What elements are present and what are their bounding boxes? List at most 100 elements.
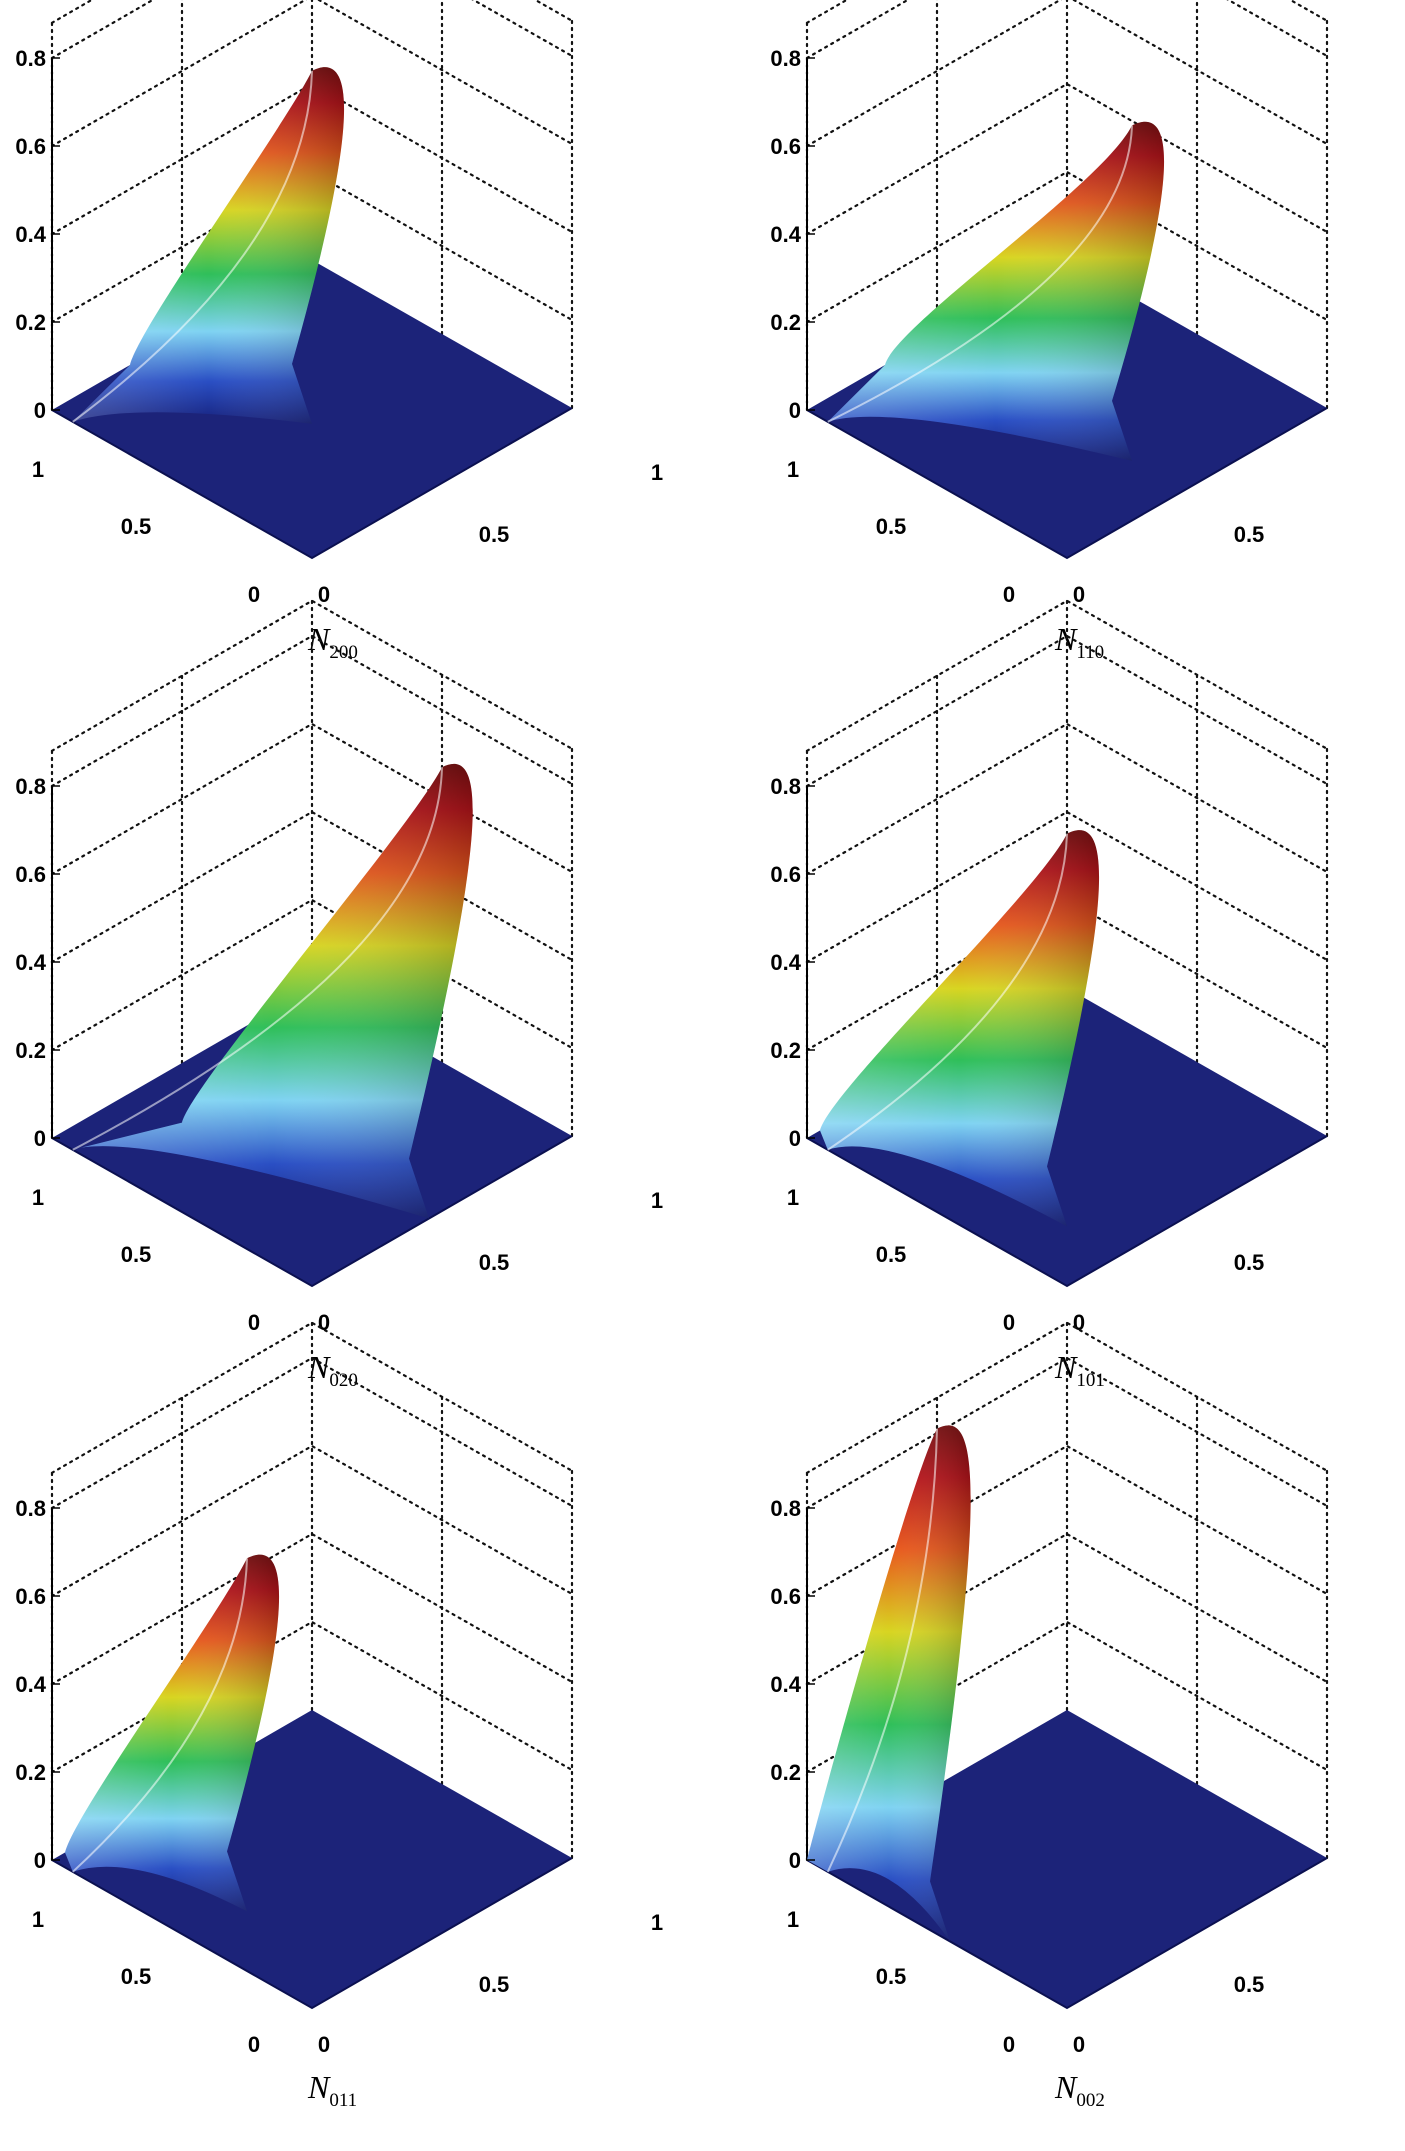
- floor-edge: [806, 1135, 1328, 1288]
- z-tick-4: 0.8: [15, 46, 46, 71]
- floor-edge: [806, 1857, 1328, 2010]
- x-tick-0: 0: [318, 1310, 330, 1335]
- y-tick-0: 0: [1003, 582, 1015, 607]
- y-tick-2: 1: [787, 1185, 799, 1210]
- caption-110: N110: [1054, 621, 1104, 663]
- y-tick-2: 1: [32, 1907, 44, 1932]
- z-tick-labels: 0 0.2 0.4 0.6 0.8: [15, 774, 60, 1151]
- z-tick-2: 0.4: [15, 950, 46, 975]
- x-tick-1: 0.5: [1234, 1250, 1265, 1275]
- x-tick-2: 1: [651, 460, 663, 485]
- z-tick-3: 0.6: [15, 1584, 46, 1609]
- x-tick-labels: 00.51: [1073, 1250, 1265, 1335]
- x-tick-0: 0: [1073, 2032, 1085, 2057]
- z-tick-3: 0.6: [15, 134, 46, 159]
- floor-edge: [51, 1135, 573, 1288]
- z-tick-2: 0.4: [15, 222, 46, 247]
- floor-edge: [51, 1857, 573, 2010]
- y-tick-2: 1: [787, 457, 799, 482]
- surface-002: [807, 1425, 971, 1942]
- z-tick-0: 0: [34, 1848, 46, 1873]
- y-tick-1: 0.5: [121, 514, 152, 539]
- z-tick-0: 0: [789, 1126, 801, 1151]
- z-tick-0: 0: [34, 398, 46, 423]
- y-tick-labels: 00.51: [32, 1907, 260, 2057]
- y-tick-2: 1: [32, 457, 44, 482]
- caption-101: N101: [1054, 1349, 1105, 1391]
- y-tick-0: 0: [248, 1310, 260, 1335]
- y-tick-labels: 00.51: [787, 1185, 1015, 1335]
- y-tick-labels: 00.51: [787, 457, 1015, 607]
- y-tick-labels: 00.51: [32, 457, 260, 607]
- z-tick-4: 0.8: [770, 46, 801, 71]
- floor-edge: [806, 407, 1328, 560]
- caption-011: N011: [307, 2069, 357, 2111]
- y-tick-labels: 00.51: [787, 1907, 1015, 2057]
- x-tick-1: 0.5: [479, 1972, 510, 1997]
- z-tick-0: 0: [789, 1848, 801, 1873]
- y-tick-1: 0.5: [121, 1964, 152, 1989]
- z-tick-labels: 0 0.2 0.4 0.6 0.8: [15, 1496, 60, 1873]
- x-tick-1: 0.5: [479, 522, 510, 547]
- y-tick-0: 0: [248, 582, 260, 607]
- z-tick-1: 0.2: [15, 1038, 46, 1063]
- x-tick-labels: 00.51: [318, 1188, 663, 1335]
- z-tick-2: 0.4: [15, 1672, 46, 1697]
- y-tick-1: 0.5: [876, 1964, 907, 1989]
- x-tick-2: 1: [651, 1188, 663, 1213]
- z-tick-4: 0.8: [15, 1496, 46, 1521]
- x-tick-1: 0.5: [1234, 522, 1265, 547]
- z-tick-3: 0.6: [15, 862, 46, 887]
- z-tick-2: 0.4: [770, 222, 801, 247]
- surface-110: [827, 121, 1165, 461]
- surface-101: [820, 830, 1100, 1227]
- z-tick-2: 0.4: [770, 1672, 801, 1697]
- z-tick-labels: 0 0.2 0.4 0.6 0.8: [770, 46, 815, 423]
- y-tick-labels: 00.51: [32, 1185, 260, 1335]
- y-tick-1: 0.5: [876, 514, 907, 539]
- x-tick-labels: 00.51: [1073, 1972, 1265, 2057]
- z-tick-4: 0.8: [15, 774, 46, 799]
- x-tick-0: 0: [1073, 1310, 1085, 1335]
- y-tick-0: 0: [1003, 2032, 1015, 2057]
- z-tick-0: 0: [789, 398, 801, 423]
- x-tick-1: 0.5: [479, 1250, 510, 1275]
- x-tick-0: 0: [318, 582, 330, 607]
- z-tick-3: 0.6: [770, 1584, 801, 1609]
- y-tick-0: 0: [248, 2032, 260, 2057]
- y-tick-1: 0.5: [876, 1242, 907, 1267]
- surface-200: [72, 67, 345, 424]
- x-tick-labels: 00.51: [318, 1910, 663, 2057]
- z-tick-1: 0.2: [770, 1760, 801, 1785]
- z-tick-4: 0.8: [770, 1496, 801, 1521]
- x-tick-1: 0.5: [1234, 1972, 1265, 1997]
- surface-011: [65, 1554, 280, 1912]
- z-tick-0: 0: [34, 1126, 46, 1151]
- z-tick-3: 0.6: [770, 862, 801, 887]
- x-tick-labels: 00.51: [318, 460, 663, 607]
- y-tick-0: 0: [1003, 1310, 1015, 1335]
- x-tick-2: 1: [651, 1910, 663, 1935]
- y-tick-2: 1: [32, 1185, 44, 1210]
- z-tick-1: 0.2: [770, 1038, 801, 1063]
- z-tick-1: 0.2: [770, 310, 801, 335]
- caption-002: N002: [1054, 2069, 1105, 2111]
- y-tick-1: 0.5: [121, 1242, 152, 1267]
- floor-edge: [51, 407, 573, 560]
- z-tick-2: 0.4: [770, 950, 801, 975]
- surface-020: [72, 763, 473, 1219]
- y-tick-2: 1: [787, 1907, 799, 1932]
- z-tick-4: 0.8: [770, 774, 801, 799]
- x-tick-0: 0: [1073, 582, 1085, 607]
- z-tick-labels: 0 0.2 0.4 0.6 0.8: [15, 46, 60, 423]
- z-tick-1: 0.2: [15, 1760, 46, 1785]
- z-tick-1: 0.2: [15, 310, 46, 335]
- z-tick-labels: 0 0.2 0.4 0.6 0.8: [770, 774, 815, 1151]
